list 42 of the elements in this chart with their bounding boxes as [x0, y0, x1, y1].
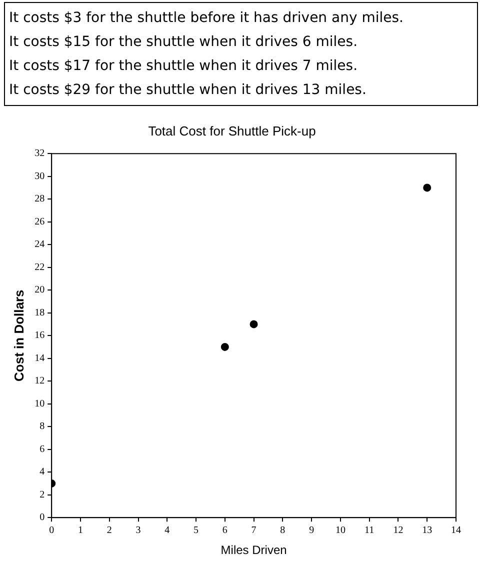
x-tick-label: 9 [309, 525, 314, 536]
x-axis-title: Miles Driven [220, 543, 287, 558]
x-tick-label: 3 [136, 525, 141, 536]
y-tick-label: 2 [40, 489, 45, 500]
y-tick-label: 10 [34, 398, 45, 410]
x-tick-label: 11 [364, 525, 374, 536]
x-tick-label: 8 [280, 525, 286, 536]
y-tick-label: 14 [34, 352, 45, 364]
y-tick-label: 20 [34, 284, 45, 296]
y-tick-label: 6 [40, 444, 45, 455]
x-tick-label: 6 [222, 525, 228, 536]
text: It costs $29 for the shuttle when it drives 13 miles. [9, 81, 368, 100]
text: It costs $15 for the shuttle when it drives 6 miles. [9, 33, 359, 52]
point [250, 320, 258, 328]
x-tick-label: 0 [49, 525, 54, 536]
x-tick-label: 5 [194, 525, 199, 536]
y-tick-label: 12 [34, 376, 45, 387]
x-tick-label: 10 [335, 525, 346, 536]
y-tick-label: 16 [34, 330, 45, 342]
x-tick-label: 12 [393, 525, 404, 536]
y-tick-label: 22 [34, 262, 45, 273]
x-tick-label: 7 [251, 525, 256, 536]
x-tick-label: 2 [106, 525, 112, 536]
y-tick-label: 0 [40, 512, 45, 524]
y-tick-label: 26 [34, 216, 45, 228]
y-tick-label: 28 [34, 194, 45, 205]
point [220, 342, 229, 351]
y-axis-title: Cost in Dollars [11, 290, 26, 382]
y-tick-label: 32 [34, 148, 45, 160]
x-tick-label: 1 [78, 525, 83, 536]
x-tick-label: 13 [422, 525, 432, 536]
text: It costs $3 for the shuttle before it has driven any miles. [9, 9, 404, 28]
y-tick-label: 4 [40, 466, 45, 478]
y-tick-label: 8 [40, 421, 45, 432]
y-tick-label: 18 [34, 307, 45, 318]
x-tick-label: 14 [451, 525, 461, 536]
point [423, 184, 432, 192]
text: It costs $17 for the shuttle when it drives 7 miles. [9, 57, 359, 76]
x-tick-label: 4 [164, 525, 170, 536]
chart-title: Total Cost for Shuttle Pick-up [148, 123, 316, 138]
y-tick-label: 30 [34, 170, 45, 182]
y-tick-label: 24 [34, 239, 45, 250]
